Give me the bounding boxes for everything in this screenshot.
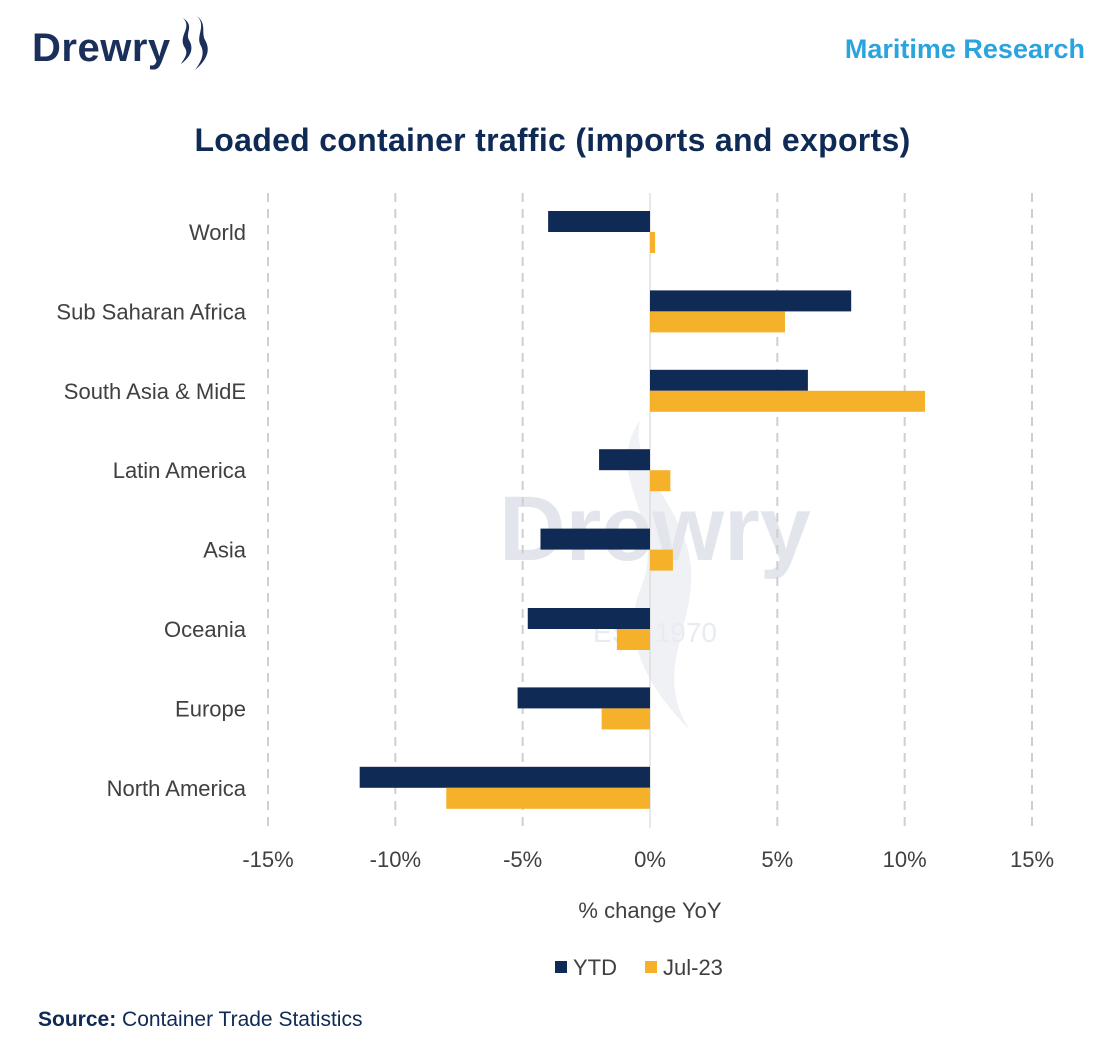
- bars: [359, 211, 926, 809]
- bar-ytd: [517, 687, 650, 709]
- x-tick-label: -10%: [370, 847, 421, 872]
- x-tick-label: -15%: [242, 847, 293, 872]
- bar-ytd: [359, 766, 650, 788]
- bar-jul-23: [650, 549, 673, 571]
- x-tick-label: 5%: [761, 847, 793, 872]
- tagline: Maritime Research: [844, 34, 1085, 64]
- logo-wordmark: Drewry: [32, 26, 171, 70]
- source-label: Source:: [38, 1008, 117, 1031]
- grid: [267, 193, 1033, 828]
- bar-jul-23: [650, 311, 785, 333]
- bar-jul-23: [650, 470, 671, 492]
- chart-title: Loaded container traffic (imports and ex…: [194, 122, 911, 158]
- bar-jul-23: [616, 629, 650, 650]
- x-tick-label: 0%: [634, 847, 666, 872]
- bar-ytd: [540, 528, 650, 550]
- category-label: Sub Saharan Africa: [56, 299, 246, 324]
- bar-jul-23: [601, 708, 650, 730]
- bar-jul-23: [446, 787, 650, 809]
- x-tick-label: 10%: [883, 847, 927, 872]
- bar-ytd: [599, 449, 650, 471]
- x-tick-label: -5%: [503, 847, 542, 872]
- category-label: Latin America: [113, 458, 247, 483]
- category-label: Europe: [175, 696, 246, 721]
- category-label: World: [189, 220, 246, 245]
- watermark-flame-icon: [627, 420, 692, 730]
- bar-ytd: [527, 608, 650, 629]
- category-labels: World Sub Saharan Africa South Asia & MidE…: [56, 220, 246, 801]
- legend: YTD Jul-23: [555, 955, 723, 980]
- legend-label: YTD: [573, 955, 617, 980]
- bar-jul-23: [650, 232, 656, 253]
- bar-jul-23: [650, 390, 926, 412]
- watermark: Drewry EST 1970: [499, 420, 811, 730]
- legend-swatch: [555, 961, 567, 973]
- source-text: Container Trade Statistics: [116, 1008, 363, 1031]
- x-tick-label: 15%: [1010, 847, 1054, 872]
- category-label: Oceania: [164, 617, 247, 642]
- source-note: Source: Container Trade Statistics: [38, 1008, 362, 1032]
- bar-ytd: [650, 290, 852, 312]
- x-tick-labels: -15% -10% -5% 0% 5% 10% 15%: [242, 847, 1054, 872]
- flame-icon: [180, 16, 208, 70]
- bar-ytd: [650, 369, 808, 391]
- category-label: South Asia & MidE: [64, 379, 246, 404]
- legend-swatch: [645, 961, 657, 973]
- drewry-logo: Drewry: [32, 14, 215, 84]
- category-label: North America: [107, 776, 247, 801]
- legend-label: Jul-23: [663, 955, 723, 980]
- bar-ytd: [548, 211, 650, 232]
- x-axis-label: % change YoY: [578, 898, 721, 923]
- category-label: Asia: [203, 538, 247, 563]
